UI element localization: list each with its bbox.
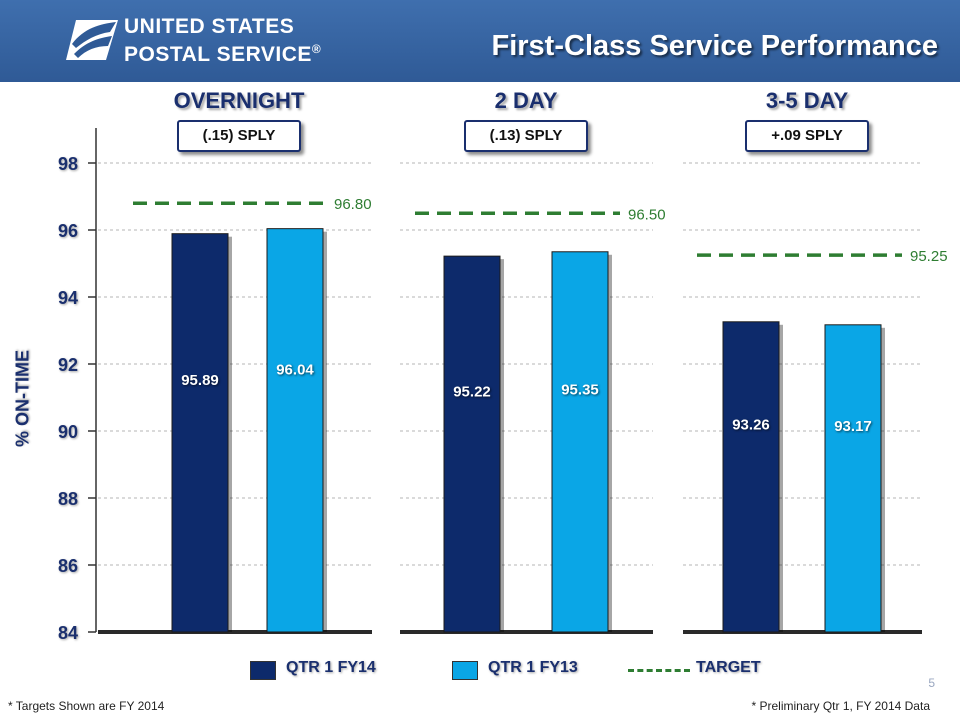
y-tick-label: 92 (58, 355, 78, 375)
bar-fy14 (722, 321, 780, 633)
y-tick-label: 88 (58, 489, 78, 509)
bar-value-label-fy13: 93.17 (834, 418, 872, 435)
target-value-label: 96.50 (628, 206, 666, 223)
footnote-targets: * Targets Shown are FY 2014 (8, 699, 165, 713)
bar-fy13 (551, 251, 609, 633)
y-tick-label: 90 (58, 422, 78, 442)
y-tick-label: 96 (58, 221, 78, 241)
panel-baseline (683, 630, 922, 634)
panel-baseline (400, 630, 653, 634)
bar-value-label-fy13: 95.35 (561, 381, 599, 398)
bar-value-label-fy14: 93.26 (732, 416, 770, 433)
y-tick-label: 86 (58, 556, 78, 576)
page-title: First-Class Service Performance (491, 30, 939, 62)
bar-fy13 (266, 228, 324, 633)
legend-swatch-fy14 (250, 661, 276, 680)
bar-value-label-fy13: 96.04 (276, 362, 314, 379)
bar-fy14 (171, 233, 229, 633)
bar-value-label-fy14: 95.22 (453, 383, 491, 400)
panel-baseline (98, 630, 372, 634)
bar-value-label-fy14: 95.89 (181, 372, 219, 389)
legend-label-fy13: QTR 1 FY13 (488, 659, 578, 676)
panel-title-3-5-day: 3-5 DAY (765, 88, 849, 113)
y-tick-label: 94 (58, 288, 78, 308)
y-tick-label: 84 (58, 623, 78, 643)
logo-line-2: POSTAL SERVICE® (124, 42, 322, 66)
eagle-logo-icon (66, 20, 118, 60)
legend-label-target: TARGET (696, 659, 761, 676)
registered-mark: ® (311, 42, 322, 56)
legend-dash-target (628, 669, 690, 672)
target-value-label: 96.80 (334, 196, 372, 213)
bar-fy13 (824, 324, 882, 633)
y-tick-label: 98 (58, 154, 78, 174)
target-value-label: 95.25 (910, 248, 948, 265)
legend-label-fy14: QTR 1 FY14 (286, 659, 376, 676)
footnote-preliminary: * Preliminary Qtr 1, FY 2014 Data (751, 699, 930, 713)
logo-line-1: UNITED STATES (124, 15, 295, 38)
panel-title-2-day: 2 DAY (494, 88, 558, 113)
bar-fy14 (443, 255, 501, 633)
legend-swatch-fy13 (452, 661, 478, 680)
sply-badge-3-5-day: +.09 SPLY (745, 120, 869, 152)
panel-title-overnight: OVERNIGHT (173, 88, 305, 113)
header-banner: UNITED STATES POSTAL SERVICE® First-Clas… (0, 0, 960, 82)
sply-badge-2-day: (.13) SPLY (464, 120, 588, 152)
logo-wordmark: UNITED STATES POSTAL SERVICE® (124, 16, 321, 66)
page-number: 5 (928, 676, 935, 690)
sply-badge-overnight: (.15) SPLY (177, 120, 301, 152)
